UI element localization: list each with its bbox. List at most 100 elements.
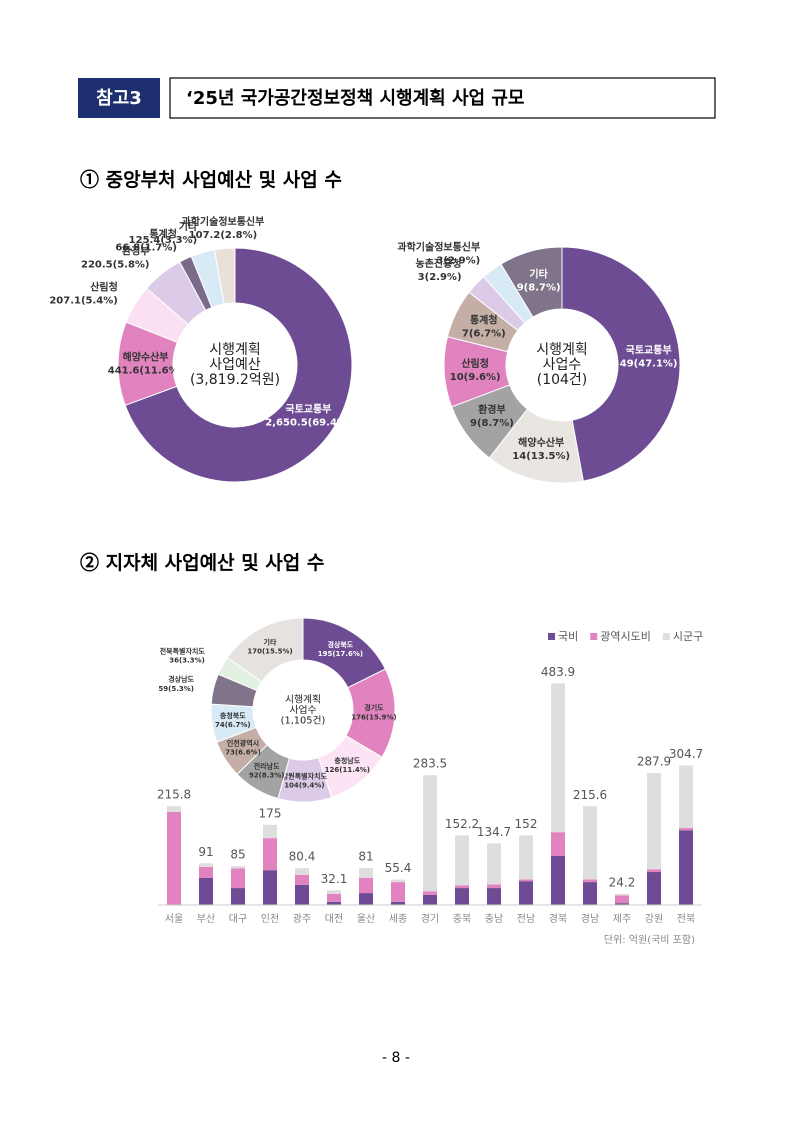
bar-segment — [391, 882, 405, 902]
note: 단위: 억원(국비 포함) — [604, 933, 695, 946]
percent-label: (15.9%) — [366, 713, 397, 721]
title: ‘25년 국가공간정보정책 시행계획 사업 규모 — [186, 88, 524, 109]
bar-segment — [455, 888, 469, 905]
value-label: 220.5 — [81, 259, 113, 270]
slice-label: 산림청 — [90, 280, 118, 293]
percent-label: (3.3%) — [160, 235, 197, 246]
x-tick-label: 강원 — [645, 913, 663, 925]
pie-slice — [124, 247, 353, 483]
percent-label: (9.4%) — [299, 782, 325, 790]
bar-segment — [551, 855, 565, 905]
badge: 참고3 — [96, 88, 142, 109]
slice-value: 9(8.7%) — [470, 418, 514, 429]
total-label: 81 — [358, 849, 373, 863]
value-label: 7 — [462, 328, 469, 339]
slice-value: 104(9.4%) — [284, 782, 324, 790]
slice-value: 441.6(11.6%) — [108, 365, 183, 376]
slice-value: 207.1(5.4%) — [49, 295, 118, 306]
percent-label: (5.8%) — [113, 259, 150, 270]
slice-label: 경상북도 — [327, 640, 353, 649]
slice-value: 10(9.6%) — [450, 372, 501, 383]
legend-swatch — [548, 633, 555, 640]
percent-label: (47.1%) — [634, 359, 678, 370]
x-tick-label: 경남 — [581, 912, 599, 925]
slice-value: 107.2(2.8%) — [189, 230, 258, 241]
slice-value: 14(13.5%) — [512, 451, 570, 462]
slice-label: 충청남도 — [334, 756, 360, 765]
slice-label: 전북특별자치도 — [160, 647, 206, 656]
bar-segment — [615, 903, 629, 905]
pie-hole — [254, 661, 352, 759]
bar-segment — [263, 870, 277, 905]
title-box — [169, 77, 716, 119]
bar-segment — [199, 863, 213, 867]
bar-segment — [647, 872, 661, 905]
bar-segment — [327, 894, 341, 902]
bar-segment — [519, 879, 533, 882]
pie-hole — [174, 304, 296, 426]
percent-label: (6.7%) — [469, 328, 506, 339]
percent-label: (15.5%) — [262, 648, 293, 656]
percent-label: (13.5%) — [526, 451, 570, 462]
slice-label: 경상남도 — [168, 675, 194, 684]
bar-segment — [583, 882, 597, 905]
bar-segment — [647, 773, 661, 870]
slice-value: 3(2.9%) — [418, 272, 462, 283]
center-label: (104건) — [537, 372, 588, 388]
percent-label: (1.7%) — [140, 242, 177, 253]
total-label: 134.7 — [477, 825, 511, 839]
value-label: 195 — [318, 650, 333, 658]
slice-label: 기타 — [264, 638, 277, 647]
percent-label: (2.9%) — [443, 255, 480, 266]
total-label: 287.9 — [637, 755, 671, 769]
x-tick-label: 울산 — [357, 913, 375, 925]
percent-label: (2.8%) — [220, 230, 257, 241]
pie-slice — [561, 246, 681, 482]
value-label: 74 — [215, 721, 225, 729]
bar-segment — [423, 891, 437, 895]
value-label: 9 — [517, 283, 524, 294]
slice-value: 176(15.9%) — [351, 713, 396, 721]
slice-value: 74(6.7%) — [215, 721, 251, 729]
legend-swatch — [590, 633, 598, 640]
value-label: 9 — [470, 418, 477, 429]
slice-label: 통계청 — [149, 227, 177, 240]
value-label: 207.1 — [49, 295, 81, 306]
total-label: 24.2 — [609, 875, 636, 889]
slice-label: 국토교통부 — [285, 404, 331, 416]
percent-label: (17.6%) — [332, 650, 363, 658]
percent-label: (8.7%) — [524, 283, 561, 294]
slice-value: 9(8.7%) — [517, 283, 561, 294]
center-label: (3,819.2억원) — [190, 372, 280, 388]
value-label: 66.8 — [115, 242, 140, 253]
bar-segment — [423, 894, 437, 905]
value-label: 14 — [512, 451, 526, 462]
bar-segment — [295, 884, 309, 905]
slice-label: 통계청 — [470, 313, 498, 326]
section-heading: ① 중앙부처 사업예산 및 사업 수 — [80, 168, 342, 191]
pie-hole — [507, 310, 617, 420]
bar-segment — [359, 867, 373, 878]
slice-value: 49(47.1%) — [620, 359, 678, 370]
slice-label: 충청북도 — [220, 711, 246, 720]
slice-value: 73(6.6%) — [225, 749, 261, 757]
total-label: 483.9 — [541, 665, 575, 679]
percent-label: (11.4%) — [339, 766, 370, 774]
percent-label: (69.4%) — [308, 418, 352, 429]
slice-label: 해양수산부 — [123, 350, 169, 363]
value-label: 36 — [169, 657, 179, 665]
value-label: 3 — [418, 272, 425, 283]
pie-slice — [500, 246, 563, 318]
bar-segment — [391, 901, 405, 905]
value-label: 441.6 — [108, 365, 140, 376]
percent-label: (5.3%) — [168, 685, 194, 693]
total-label: 32.1 — [321, 872, 348, 886]
bar-segment — [231, 888, 245, 905]
slice-label: 과학기술정보통신부 — [397, 240, 480, 253]
slice-label: 전라남도 — [254, 761, 280, 770]
bar-segment — [359, 877, 373, 894]
slice-value: 92(8.3%) — [249, 772, 285, 780]
bar-segment — [487, 843, 501, 885]
percent-label: (9.6%) — [464, 372, 501, 383]
